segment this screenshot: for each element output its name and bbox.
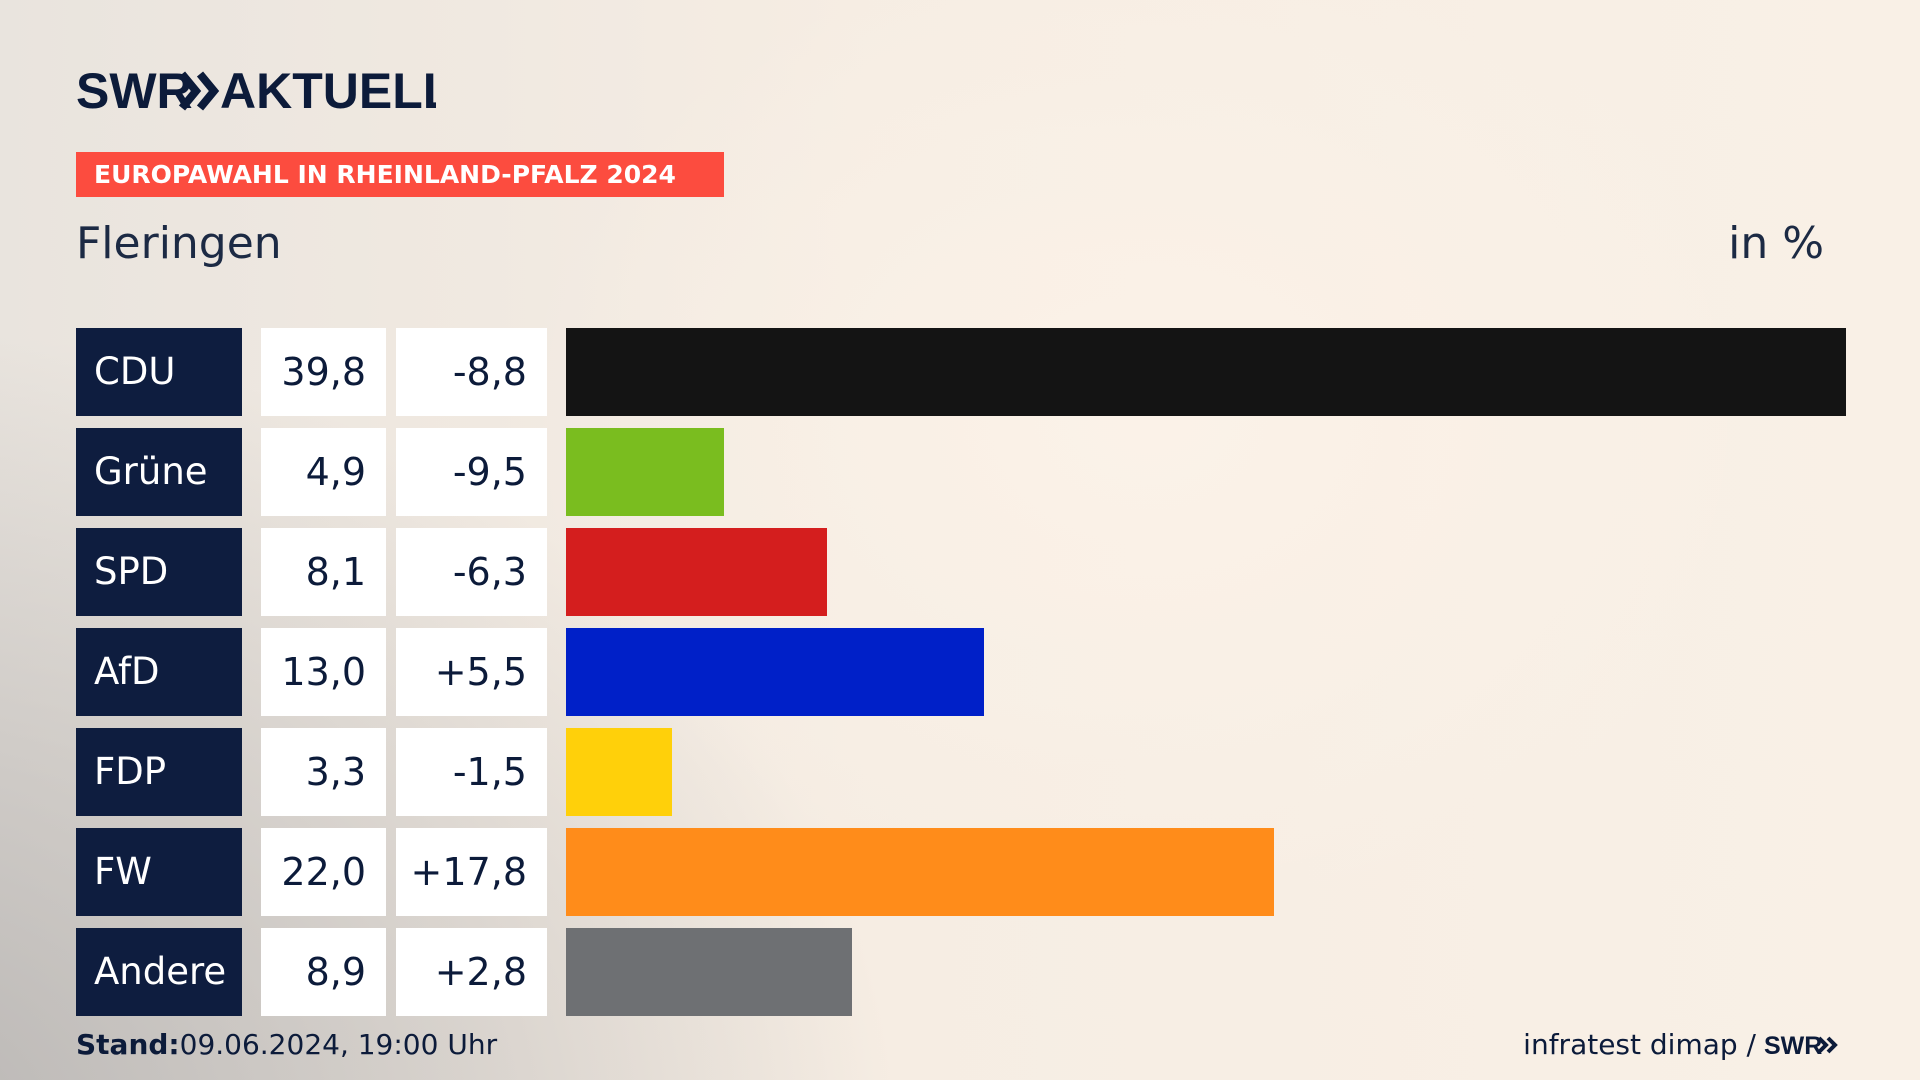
result-bar [566,928,852,1016]
footer-source: infratest dimap / SWR [1523,1028,1844,1061]
source-label: infratest dimap / [1523,1028,1756,1061]
swr-aktuell-logo-svg: SWR AKTUELL [76,63,453,119]
result-bar [566,828,1274,916]
result-row: Andere 8,9 +2,8 [0,928,1920,1016]
vote-share-label: 39,8 [261,328,386,416]
logo-aktuell-text: AKTUELL [220,63,436,119]
stand-label: Stand: [76,1028,180,1061]
party-label: CDU [76,328,242,416]
location-title: Fleringen [76,218,282,269]
change-label: -8,8 [396,328,547,416]
party-label: SPD [76,528,242,616]
result-row: Grüne 4,9 -9,5 [0,428,1920,516]
vote-share-label: 8,1 [261,528,386,616]
change-label: +2,8 [396,928,547,1016]
result-bar [566,428,724,516]
swr-aktuell-logo: SWR AKTUELL [76,60,453,120]
result-row: AfD 13,0 +5,5 [0,628,1920,716]
vote-share-label: 4,9 [261,428,386,516]
result-row: FW 22,0 +17,8 [0,828,1920,916]
swr-small-logo: SWR [1764,1032,1838,1059]
vote-share-label: 3,3 [261,728,386,816]
change-label: +5,5 [396,628,547,716]
election-title-band: EUROPAWAHL IN RHEINLAND-PFALZ 2024 [76,152,724,197]
footer-stand: Stand:09.06.2024, 19:00 Uhr [76,1028,497,1061]
logo-chevrons-icon [178,71,220,111]
change-label: +17,8 [396,828,547,916]
vote-share-label: 13,0 [261,628,386,716]
result-bar [566,628,984,716]
result-row: FDP 3,3 -1,5 [0,728,1920,816]
unit-label: in % [1728,218,1824,269]
change-label: -6,3 [396,528,547,616]
change-label: -9,5 [396,428,547,516]
result-bar [566,528,827,616]
result-bar [566,728,672,816]
logo-swr-text: SWR [76,63,193,119]
stand-value: 09.06.2024, 19:00 Uhr [179,1028,498,1061]
party-label: Andere [76,928,242,1016]
small-logo-text: SWR [1764,1032,1822,1059]
small-logo-chevrons-icon [1817,1036,1838,1053]
vote-share-label: 22,0 [261,828,386,916]
change-label: -1,5 [396,728,547,816]
result-row: SPD 8,1 -6,3 [0,528,1920,616]
result-row: CDU 39,8 -8,8 [0,328,1920,416]
result-bar [566,328,1846,416]
party-label: Grüne [76,428,242,516]
party-label: AfD [76,628,242,716]
party-label: FW [76,828,242,916]
party-label: FDP [76,728,242,816]
vote-share-label: 8,9 [261,928,386,1016]
